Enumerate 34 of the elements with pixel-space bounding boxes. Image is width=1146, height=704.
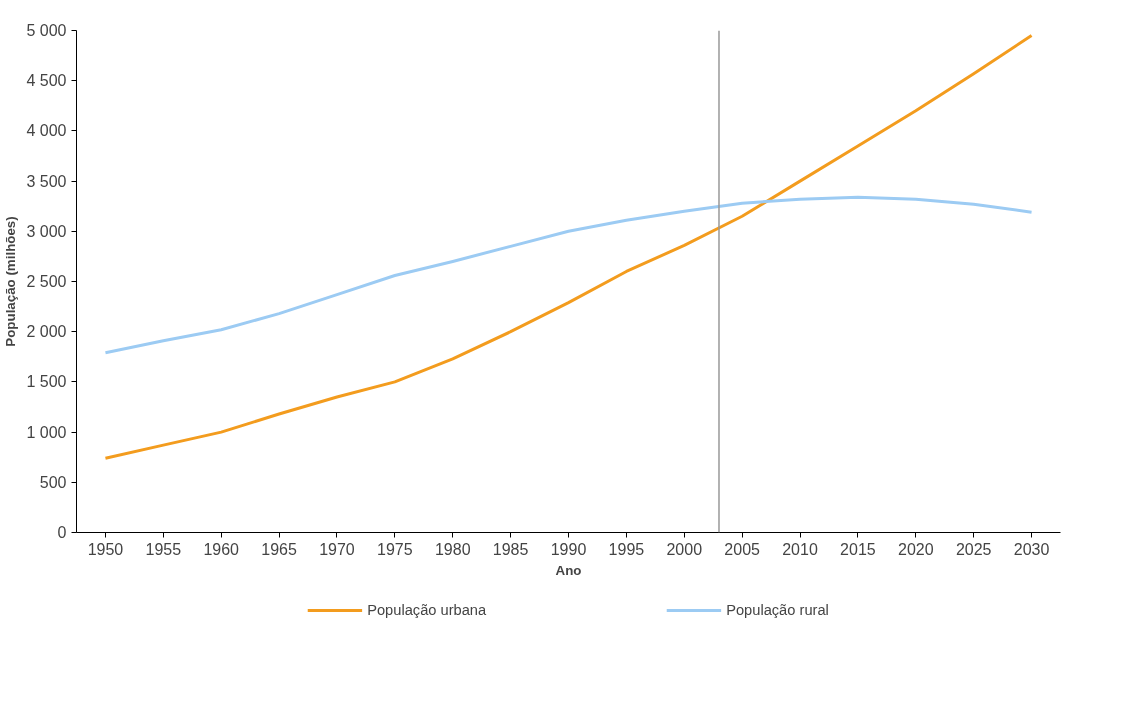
x-tick-label: 1990: [550, 540, 587, 558]
y-tick-label: 5 000: [26, 22, 67, 39]
x-tick-label: 2010: [782, 540, 818, 558]
x-tick-label: 1980: [434, 540, 471, 558]
x-tick-label: 1960: [203, 540, 240, 558]
x-tick-label: 2015: [840, 540, 876, 558]
y-tick-label: 3 500: [26, 172, 67, 190]
line-series: [103, 34, 1034, 460]
y-tick-label: 1 000: [26, 423, 67, 441]
line-series: [103, 195, 1034, 355]
y-tick-label: 3 000: [26, 222, 67, 240]
y-tick-label: 4 500: [26, 72, 67, 90]
x-tick-label: 2005: [724, 540, 761, 558]
x-axis-title: Ano: [555, 562, 582, 578]
y-tick-label: 4 000: [26, 122, 67, 140]
x-tick-label: 2020: [898, 540, 934, 558]
x-tick-label: 1985: [492, 540, 529, 558]
x-tick-label: 2025: [955, 540, 992, 558]
x-tick-label: 2030: [1013, 540, 1050, 558]
y-tick-label: 2 000: [26, 323, 67, 341]
y-tick-label: 2 500: [26, 273, 67, 290]
x-tick-label: 1970: [319, 540, 355, 558]
y-tick-label: 500: [39, 473, 67, 491]
y-tick-label: 1 500: [26, 373, 67, 391]
x-tick-label: 1975: [377, 540, 413, 558]
x-tick-label: 1965: [261, 540, 297, 558]
x-tick-label: 1950: [87, 540, 124, 558]
y-axis-title: População (milhões): [3, 216, 19, 347]
y-tick-label: 0: [57, 524, 67, 541]
x-tick-label: 2000: [666, 540, 703, 558]
x-tick-label: 1995: [608, 540, 645, 558]
legend-label: População urbana: [367, 602, 487, 618]
x-tick-label: 1955: [145, 540, 182, 558]
legend-label: População rural: [726, 602, 829, 618]
